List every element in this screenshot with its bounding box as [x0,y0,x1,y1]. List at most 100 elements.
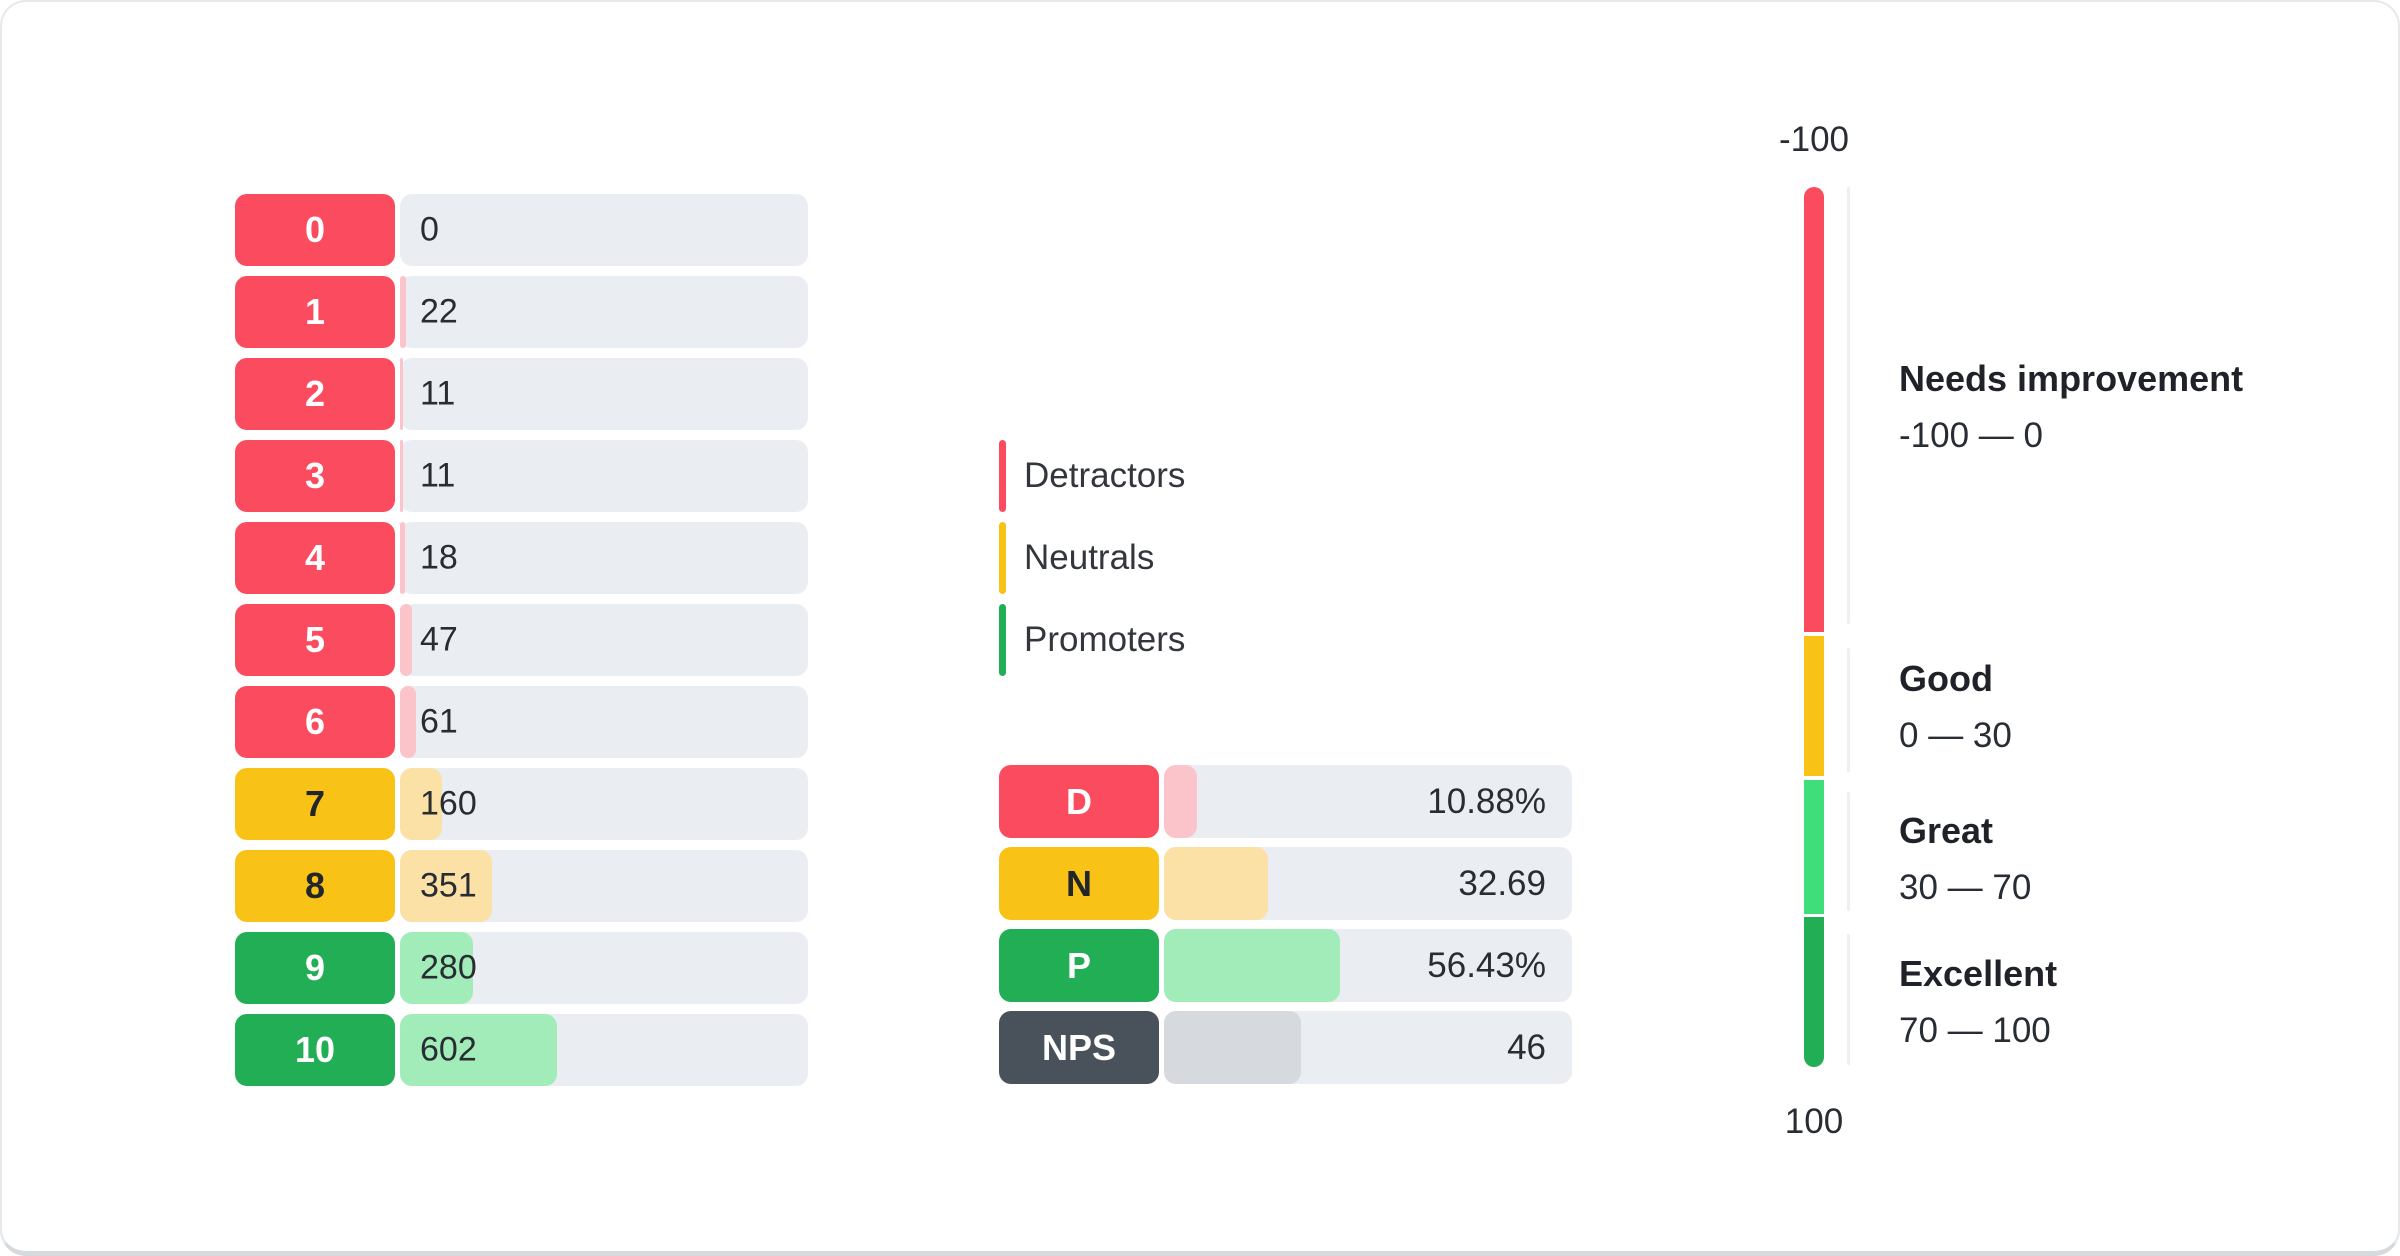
score-badge: 4 [235,522,395,594]
score-badge: 1 [235,276,395,348]
summary-value-label: 46 [1507,1027,1546,1067]
gauge-rule-segment [1847,187,1850,624]
score-badge: 5 [235,604,395,676]
score-count-label: 0 [420,210,439,249]
score-badge: 6 [235,686,395,758]
score-badge: 10 [235,1014,395,1086]
score-bar-fill [400,686,416,758]
gauge-max-positive-label: 100 [1784,1102,1844,1141]
score-row: 3 11 [235,440,808,512]
gauge-scale-bar [1804,187,1824,1067]
score-row: 8 351 [235,850,808,922]
summary-badge: NPS [999,1011,1159,1084]
gauge-zone-title: Great [1899,810,1994,851]
legend-item: Neutrals [999,522,1185,594]
score-bar-track: 280 [400,932,808,1004]
gauge-zone-segment [1804,187,1824,632]
score-bar-fill [400,1014,557,1086]
legend-label: Promoters [1024,620,1186,659]
score-row: 4 18 [235,522,808,594]
category-legend: Detractors Neutrals Promoters [999,440,1185,676]
gauge-zone-range: -100 — 0 [1899,416,2043,455]
score-bar-fill [400,604,412,676]
legend-item: Promoters [999,604,1185,676]
summary-bar-fill [1164,765,1197,838]
score-bar-track: 602 [400,1014,808,1086]
summary-value-label: 56.43% [1427,945,1546,985]
score-bar-track: 0 [400,194,808,266]
score-bar-fill [400,276,406,348]
score-count-label: 61 [420,702,458,741]
score-count-label: 22 [420,292,458,331]
score-row: 6 61 [235,686,808,758]
score-count-label: 18 [420,538,458,577]
summary-badge: N [999,847,1159,920]
score-bar-track: 160 [400,768,808,840]
summary-bar-track: 56.43% [1164,929,1572,1002]
gauge-rule-segment [1847,792,1850,911]
summary-value-label: 10.88% [1427,781,1546,821]
score-count-label: 602 [420,1030,477,1069]
summary-badge: D [999,765,1159,838]
legend-color-bar [999,522,1006,594]
gauge-zone-segment [1804,917,1824,1067]
legend-color-bar [999,604,1006,676]
score-bar-track: 11 [400,440,808,512]
score-row: 10 602 [235,1014,808,1086]
gauge-zone-segment [1804,780,1824,914]
score-count-label: 11 [420,374,456,413]
score-badge: 2 [235,358,395,430]
gauge-max-negative-label: -100 [1778,120,1850,159]
gauge-zone-label: Excellent 70 — 100 [1899,953,2057,1051]
score-bar-track: 47 [400,604,808,676]
gauge-zone-label: Good 0 — 30 [1899,658,2012,756]
score-count-label: 47 [420,620,458,659]
summary-badge: P [999,929,1159,1002]
score-distribution-chart: 0 0 1 22 2 11 3 11 4 18 5 [235,194,808,1086]
score-row: 0 0 [235,194,808,266]
score-badge: 7 [235,768,395,840]
score-count-label: 280 [420,948,477,987]
score-bar-fill [400,522,405,594]
score-count-label: 351 [420,866,477,905]
score-bar-track: 18 [400,522,808,594]
legend-item: Detractors [999,440,1185,512]
score-row: 7 160 [235,768,808,840]
summary-row: P 56.43% [999,929,1572,1002]
summary-bar-track: 10.88% [1164,765,1572,838]
score-row: 1 22 [235,276,808,348]
nps-summary-chart: D 10.88% N 32.69 P 56.43% NPS 46 [999,765,1572,1084]
score-badge: 9 [235,932,395,1004]
score-bar-track: 351 [400,850,808,922]
score-badge: 3 [235,440,395,512]
score-badge: 8 [235,850,395,922]
score-bar-track: 22 [400,276,808,348]
gauge-zone-title: Excellent [1899,953,2058,994]
score-count-label: 11 [420,456,456,495]
gauge-zone-label: Great 30 — 70 [1899,810,2031,908]
summary-bar-track: 32.69 [1164,847,1572,920]
gauge-zone-segment [1804,636,1824,776]
summary-row: NPS 46 [999,1011,1572,1084]
score-bar-track: 11 [400,358,808,430]
score-bar-fill [400,932,473,1004]
score-badge: 0 [235,194,395,266]
score-bar-fill [400,850,492,922]
gauge-zone-label: Needs improvement -100 — 0 [1899,358,2243,456]
gauge-zone-range: 70 — 100 [1899,1011,2051,1050]
summary-value-label: 32.69 [1458,863,1546,903]
score-bar-track: 61 [400,686,808,758]
score-count-label: 160 [420,784,477,823]
gauge-zone-title: Needs improvement [1899,358,2244,399]
summary-row: N 32.69 [999,847,1572,920]
score-bar-fill [400,768,442,840]
gauge-rule-segment [1847,648,1850,772]
summary-bar-fill [1164,1011,1301,1084]
legend-label: Neutrals [1024,538,1155,577]
score-row: 9 280 [235,932,808,1004]
gauge-rule-segment [1847,934,1850,1065]
score-bar-fill [400,358,403,430]
summary-bar-fill [1164,847,1268,920]
score-row: 5 47 [235,604,808,676]
